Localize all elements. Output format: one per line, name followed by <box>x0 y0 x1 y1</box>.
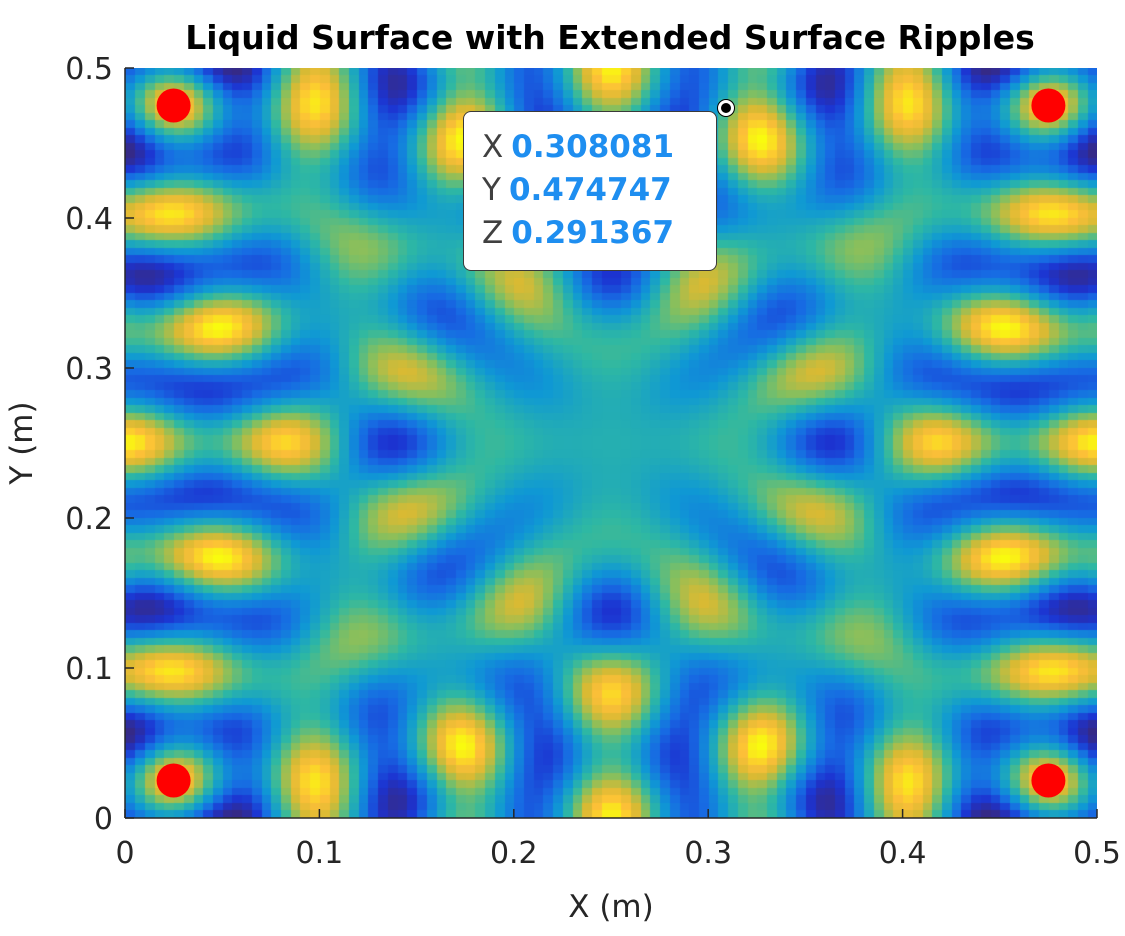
datatip-x-key: X <box>482 129 504 165</box>
x-axis-label: X (m) <box>568 889 653 925</box>
datatip-x-row: X 0.308081 <box>482 126 716 169</box>
chart-title: Liquid Surface with Extended Surface Rip… <box>185 18 1035 57</box>
source-point[interactable] <box>1031 88 1066 123</box>
datatip-z-key: Z <box>482 215 504 251</box>
x-tick-label: 0.1 <box>296 836 344 871</box>
x-tick-label: 0.2 <box>490 836 538 871</box>
datatip[interactable]: X 0.308081 Y 0.474747 Z 0.291367 <box>463 111 717 271</box>
x-axis-ticks: 0 0.1 0.2 0.3 0.4 0.5 <box>115 809 1121 871</box>
y-tick-label: 0.4 <box>65 202 113 237</box>
datatip-y-row: Y 0.474747 <box>482 169 716 212</box>
source-point[interactable] <box>156 88 191 123</box>
source-point[interactable] <box>1031 763 1066 798</box>
y-tick-label: 0.1 <box>65 652 113 687</box>
y-tick-label: 0 <box>94 802 113 837</box>
datatip-y-key: Y <box>482 172 501 208</box>
y-axis-label: Y (m) <box>4 401 40 485</box>
y-tick-label: 0.2 <box>65 502 113 537</box>
y-tick-label: 0.3 <box>65 352 113 387</box>
datatip-y-value: 0.474747 <box>508 172 672 208</box>
y-axis-ticks: 0 0.1 0.2 0.3 0.4 0.5 <box>65 52 134 837</box>
datatip-marker[interactable] <box>718 100 734 116</box>
sources-layer <box>156 88 1066 798</box>
datatip-z-row: Z 0.291367 <box>482 212 716 255</box>
axes-frame <box>124 68 1097 819</box>
x-tick-label: 0.5 <box>1073 836 1121 871</box>
x-tick-label: 0.4 <box>879 836 927 871</box>
datatip-x-value: 0.308081 <box>511 129 675 165</box>
source-point[interactable] <box>156 763 191 798</box>
x-tick-label: 0 <box>115 836 134 871</box>
y-tick-label: 0.5 <box>65 52 113 87</box>
x-tick-label: 0.3 <box>684 836 732 871</box>
datatip-z-value: 0.291367 <box>511 215 675 251</box>
